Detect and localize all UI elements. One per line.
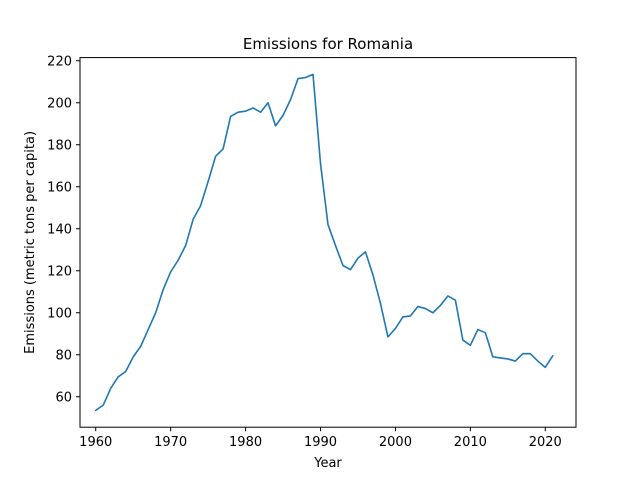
y-tick-label: 60 (55, 390, 72, 405)
x-tick-label: 1960 (79, 435, 112, 450)
x-axis-ticks: 1960 1970 1980 1990 2000 2010 2020 (79, 427, 562, 450)
y-axis-label: Emissions (metric tons per capita) (23, 131, 38, 354)
x-tick-label: 1970 (154, 435, 187, 450)
x-tick-label: 2000 (379, 435, 412, 450)
y-tick-label: 120 (47, 264, 72, 279)
series-line (94, 73, 554, 412)
y-tick-label: 180 (47, 138, 72, 153)
x-tick-label: 2010 (454, 435, 487, 450)
y-axis-ticks: 60 80 100 120 140 160 180 200 220 (47, 54, 80, 405)
x-tick-label: 1980 (229, 435, 262, 450)
x-tick-label: 2020 (529, 435, 562, 450)
x-axis-label: Year (313, 456, 342, 471)
y-tick-label: 160 (47, 180, 72, 195)
y-tick-label: 220 (47, 54, 72, 69)
plot-frame (79, 57, 577, 428)
x-tick-label: 1990 (304, 435, 337, 450)
y-tick-label: 140 (47, 222, 72, 237)
y-tick-label: 80 (55, 348, 72, 363)
y-tick-label: 100 (47, 306, 72, 321)
series-group (94, 73, 554, 412)
y-tick-label: 200 (47, 96, 72, 111)
chart-title: Emissions for Romania (243, 35, 413, 53)
